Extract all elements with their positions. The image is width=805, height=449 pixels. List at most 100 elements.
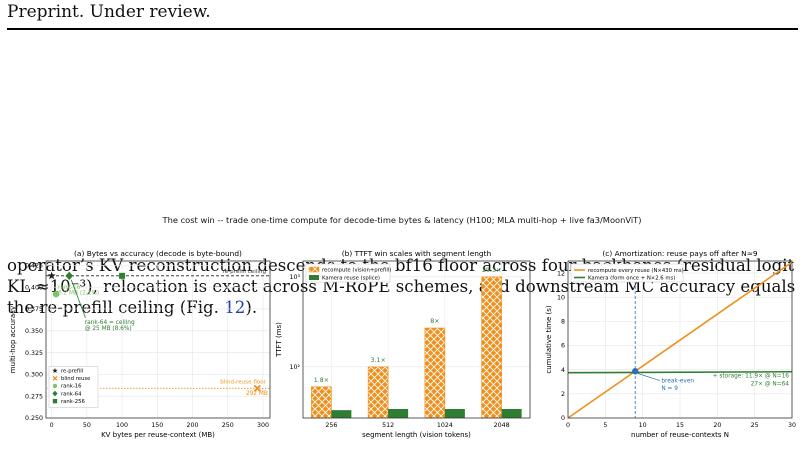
legend-label: recompute (vision+prefill) [322, 268, 391, 274]
point-rank-16 [52, 290, 60, 298]
y-tick-label: 10² [289, 364, 300, 371]
x-tick-label: 20 [713, 422, 721, 429]
rank-64-sublabel: @ 25 MB (8.6%) [85, 326, 132, 332]
legend-label: Kamera reuse (splice) [322, 276, 380, 282]
legend-swatch-kamera [309, 275, 319, 280]
legend-box [570, 263, 684, 283]
x-axis-label: number of reuse-contexts N [631, 431, 729, 439]
y-tick-label: 2 [561, 391, 565, 398]
y-tick-label: 4 [561, 367, 565, 374]
bar-kamera [331, 410, 352, 418]
x-axis-label: KV bytes per reuse-context (MB) [101, 431, 215, 439]
legend-marker [52, 383, 58, 389]
y-axis-label: cumulative time (s) [545, 305, 553, 374]
legend-label: recompute every reuse (N×430 ms) [588, 268, 684, 274]
header-rule [7, 28, 798, 30]
panel-a-title: (a) Bytes vs accuracy (decode is byte-bo… [74, 249, 242, 258]
speedup-label: 1.8× [314, 377, 329, 384]
bar-kamera [444, 408, 465, 418]
figure-reference-link[interactable]: 12 [224, 298, 246, 317]
panel-c-title: (c) Amortization: reuse pays off after N… [602, 249, 758, 258]
breakeven-sublabel: N = 9 [661, 386, 678, 392]
y-tick-label: 0.350 [25, 328, 43, 335]
y-tick-label: 0.400 [25, 284, 43, 291]
speedup-label: 3.1× [370, 357, 385, 364]
x-tick-label: 300 [257, 422, 269, 429]
legend-swatch-recompute [308, 266, 320, 273]
y-tick-label: 0 [561, 415, 565, 422]
rank-64-leader [70, 279, 86, 318]
y-tick-label: 0.375 [25, 306, 43, 313]
rank-64-label: rank-64 = ceiling [85, 320, 135, 326]
y-tick-label: 10 [557, 294, 565, 301]
x-tick-label: 30 [788, 422, 796, 429]
bar-recompute [367, 366, 389, 419]
x-tick-label: 100 [116, 422, 128, 429]
x-tick-label: 250 [222, 422, 234, 429]
paragraph-end: ). [245, 298, 258, 317]
speedup-label: 8× [430, 318, 439, 325]
x-tick-label: 1024 [437, 422, 453, 429]
speedup-label: 29.3× [482, 267, 501, 274]
bar-recompute [311, 386, 332, 419]
y-tick-label: 12 [557, 270, 565, 277]
storage-sublabel: 27× @ N=64 [751, 381, 790, 387]
x-tick-label: 25 [751, 422, 759, 429]
legend-box [305, 263, 391, 283]
legend-label: rank-256 [61, 399, 85, 405]
point-re-prefill [47, 271, 56, 280]
line-recompute [567, 261, 793, 419]
y-axis-label: multi-hop accuracy [9, 306, 17, 373]
x-tick-label: 10 [639, 422, 647, 429]
point-rank-64 [65, 271, 74, 281]
y-tick-label: 0.250 [25, 415, 43, 422]
floor-label: blind-reuse floor [220, 379, 266, 385]
storage-label: + storage: 11.9× @ N=16 [713, 374, 790, 380]
x-tick-label: 50 [83, 422, 91, 429]
breakeven-point [632, 368, 639, 375]
x-tick-label: 512 [382, 422, 394, 429]
x-tick-label: 0 [566, 422, 570, 429]
legend-label: rank-64 [61, 391, 82, 397]
legend-label: re-prefill [61, 369, 83, 375]
bar-kamera [501, 408, 522, 418]
plot-frame [45, 260, 271, 419]
y-tick-label: 0.300 [25, 372, 43, 379]
panel-b: (b) TTFT win scales with segment length 2… [275, 249, 531, 439]
legend-marker [52, 390, 58, 397]
bar-recompute [424, 327, 446, 419]
y-tick-label: 8 [561, 319, 565, 326]
rank-16-sublabel: 6.2 MB (2.1%) [58, 291, 99, 297]
rank-16-label: rank-16 [58, 285, 81, 291]
blind-reuse-size-label: 292 MB [246, 391, 268, 397]
point-rank-256 [119, 272, 126, 279]
legend-marker [52, 398, 58, 404]
plot-frame [302, 260, 531, 419]
plot-frame [567, 260, 793, 419]
x-axis-label: segment length (vision tokens) [362, 431, 471, 439]
y-axis-label: TTFT (ms) [275, 322, 283, 358]
running-head: Preprint. Under review. [7, 2, 211, 22]
x-tick-label: 5 [603, 422, 607, 429]
panel-a: (a) Bytes vs accuracy (decode is byte-bo… [9, 249, 271, 439]
x-tick-label: 256 [325, 422, 337, 429]
legend-marker [52, 367, 58, 373]
line-kamera [567, 370, 793, 374]
legend-marker [52, 375, 58, 381]
y-tick-label: 0.325 [25, 350, 43, 357]
figure-suptitle: The cost win -- trade one-time compute f… [162, 215, 642, 225]
x-tick-label: 150 [151, 422, 163, 429]
y-tick-label: 0.425 [25, 263, 43, 270]
panel-b-title: (b) TTFT win scales with segment length [342, 249, 492, 258]
figure: The cost win -- trade one-time compute f… [9, 215, 796, 439]
y-tick-label: 0.275 [25, 393, 43, 400]
x-tick-label: 0 [50, 422, 54, 429]
legend-label: rank-16 [61, 384, 82, 390]
y-tick-label: 6 [561, 343, 565, 350]
bar-kamera [388, 408, 409, 418]
ceiling-label: re-prefill ceiling [223, 269, 267, 275]
breakeven-label: break-even [661, 378, 694, 384]
x-tick-label: 2048 [494, 422, 510, 429]
y-tick-label: 10³ [289, 274, 300, 281]
x-tick-label: 15 [676, 422, 684, 429]
